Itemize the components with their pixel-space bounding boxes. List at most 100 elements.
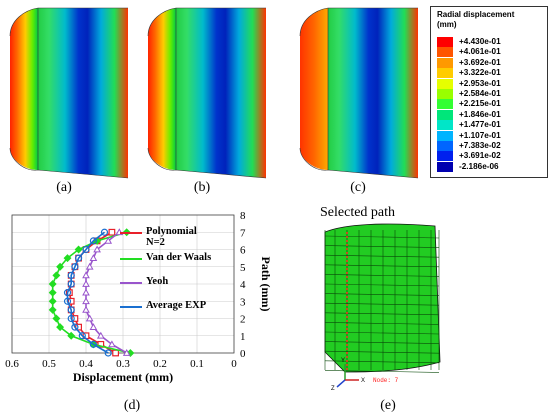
data-point-yeoh [122, 348, 131, 356]
data-point-yeoh [89, 254, 98, 262]
legend-item-polynomial: Polynomial N=2 [120, 226, 216, 252]
legend-label-polynomial-line2: N=2 [146, 237, 165, 248]
data-point-yeoh [93, 245, 101, 253]
data-point-yeoh [89, 323, 98, 331]
legend-label-vanderwaals: Van der Waals [146, 252, 212, 263]
mesh-line-h [324, 331, 440, 335]
mesh-line-h [324, 302, 440, 306]
data-point-exp [71, 323, 79, 331]
data-point-yeoh [82, 271, 90, 279]
legend-swatch [437, 130, 453, 141]
caption-a: (a) [56, 180, 72, 195]
legend-value: +2.584e-01 [459, 89, 501, 98]
legend-line-exp [120, 306, 142, 308]
data-point-exp [63, 297, 72, 305]
mesh-line-h [324, 341, 440, 344]
mesh-model: Y X Z Node: 7 [324, 223, 441, 392]
legend-value: +2.953e-01 [459, 78, 501, 88]
data-point-yeoh [82, 288, 90, 296]
legend-swatch [437, 120, 453, 131]
data-point-exp [100, 228, 109, 236]
legend-label-polynomial: Polynomial N=2 [146, 226, 197, 248]
legend-value: +1.477e-01 [459, 120, 501, 130]
data-point-yeoh [96, 331, 105, 339]
data-point-vanderwaals [52, 271, 61, 280]
data-point-vanderwaals [63, 254, 72, 263]
x-tick-label: 0 [231, 358, 237, 370]
data-point-exp [104, 349, 112, 357]
data-point-vanderwaals [67, 331, 76, 340]
legend-value: +4.430e-01 [459, 37, 501, 46]
y-tick-label: 3 [240, 296, 246, 308]
caption-c: (c) [350, 180, 366, 195]
x-tick-label: 0.5 [42, 358, 56, 370]
legend-swatch [437, 141, 453, 151]
panel-a-model [9, 7, 129, 179]
mesh-line-h [324, 322, 440, 325]
legend-swatch [437, 109, 453, 120]
data-point-polynomial [112, 349, 120, 357]
legend-line-polynomial [120, 232, 142, 234]
data-point-vanderwaals [56, 323, 65, 332]
legend-line-yeoh [120, 282, 142, 284]
data-point-exp [82, 245, 90, 254]
caption-b: (b) [193, 180, 211, 195]
chart-legend: Polynomial N=2 Van der Waals Yeoh Averag… [120, 226, 216, 326]
contour-panels [9, 7, 419, 179]
data-point-yeoh [82, 297, 90, 305]
legend-swatch [437, 151, 453, 162]
y-tick-label: 4 [240, 279, 246, 291]
legend-value: +4.061e-01 [459, 47, 501, 57]
legend-value: +3.322e-01 [459, 68, 501, 78]
data-point-exp [89, 237, 98, 245]
data-point-exp [74, 254, 83, 262]
triad-icon [336, 364, 359, 388]
data-point-yeoh [82, 279, 90, 287]
legend-value: +2.215e-01 [459, 99, 501, 109]
data-point-exp [67, 271, 75, 279]
legend-value: -2.186e-06 [459, 161, 499, 171]
contour-legend: Radial displacement (mm) +4.430e-01 +4.06… [430, 6, 548, 178]
x-tick-label: 0.3 [116, 358, 130, 370]
data-point-exp [71, 263, 79, 271]
x-tick-label: 0.1 [190, 358, 204, 370]
mesh-line-h [324, 370, 440, 373]
panel-c-model [299, 7, 419, 179]
legend-value: +3.691e-02 [459, 151, 501, 161]
legend-value: +1.846e-01 [459, 109, 501, 119]
legend-value: +1.107e-01 [459, 130, 501, 140]
data-point-vanderwaals [74, 245, 83, 254]
data-point-yeoh [82, 305, 90, 313]
data-point-yeoh [104, 236, 113, 244]
y-tick-label: 6 [240, 245, 246, 257]
data-point-exp [78, 332, 86, 340]
selected-path-title: Selected path [320, 205, 396, 220]
legend-item-exp: Average EXP [120, 300, 216, 326]
legend-title: Radial displacement (mm) [431, 7, 547, 30]
mesh-line-h [324, 293, 440, 296]
legend-title-line2: (mm) [437, 20, 457, 29]
data-point-vanderwaals [48, 280, 57, 288]
y-tick-label: 5 [240, 262, 246, 274]
legend-swatch [437, 78, 453, 89]
data-point-polynomial [108, 228, 116, 236]
triad-y-label: Y [341, 358, 345, 364]
y-tick-label: 8 [240, 210, 246, 222]
legend-swatch [437, 68, 453, 79]
data-point-yeoh [85, 262, 94, 270]
data-point-vanderwaals [56, 262, 65, 271]
mesh-line-h [324, 264, 440, 268]
data-point-vanderwaals [52, 314, 61, 323]
legend-swatch [437, 37, 453, 47]
legend-swatch [437, 161, 453, 172]
caption-e: (e) [380, 398, 396, 413]
data-point-polynomial [97, 340, 105, 348]
plot-frame [11, 214, 235, 354]
node-label: Node: 7 [373, 377, 399, 384]
legend-value: +7.383e-02 [459, 141, 501, 150]
x-tick-label: 0.6 [5, 358, 19, 370]
y-tick-label: 0 [240, 348, 246, 360]
y-axis-label: Path (mm) [259, 257, 273, 312]
displacement-chart: 0.6 0.5 0.4 0.3 0.2 0.1 00 1 2 3 4 5 6 7 8 Displacement… [5, 210, 273, 384]
legend-swatch [437, 99, 453, 110]
